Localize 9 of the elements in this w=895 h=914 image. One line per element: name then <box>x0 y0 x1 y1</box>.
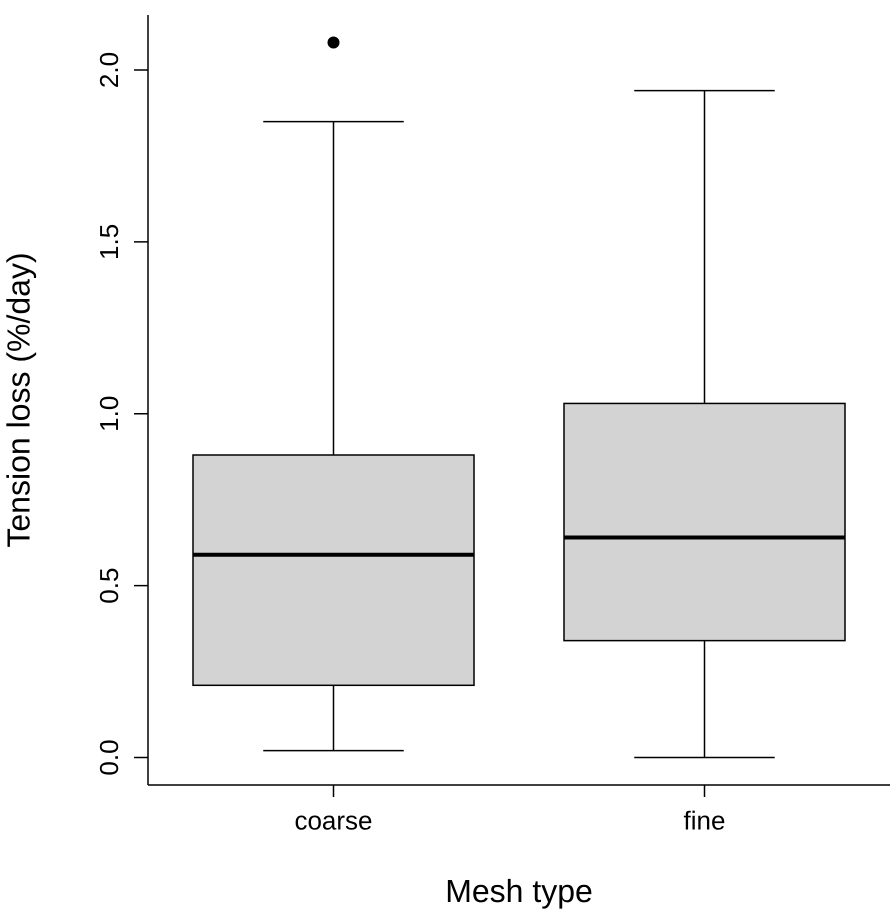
y-axis-title: Tension loss (%/day) <box>0 252 36 548</box>
y-tick-label: 2.0 <box>94 52 124 88</box>
x-tick-label: coarse <box>294 805 373 836</box>
x-tick-label: fine <box>684 805 726 836</box>
y-tick-label: 1.5 <box>94 224 124 260</box>
y-tick-label: 1.0 <box>94 396 124 432</box>
y-tick-label: 0.5 <box>94 568 124 604</box>
x-axis-title: Mesh type <box>445 873 593 909</box>
y-tick-label: 0.0 <box>94 739 124 776</box>
